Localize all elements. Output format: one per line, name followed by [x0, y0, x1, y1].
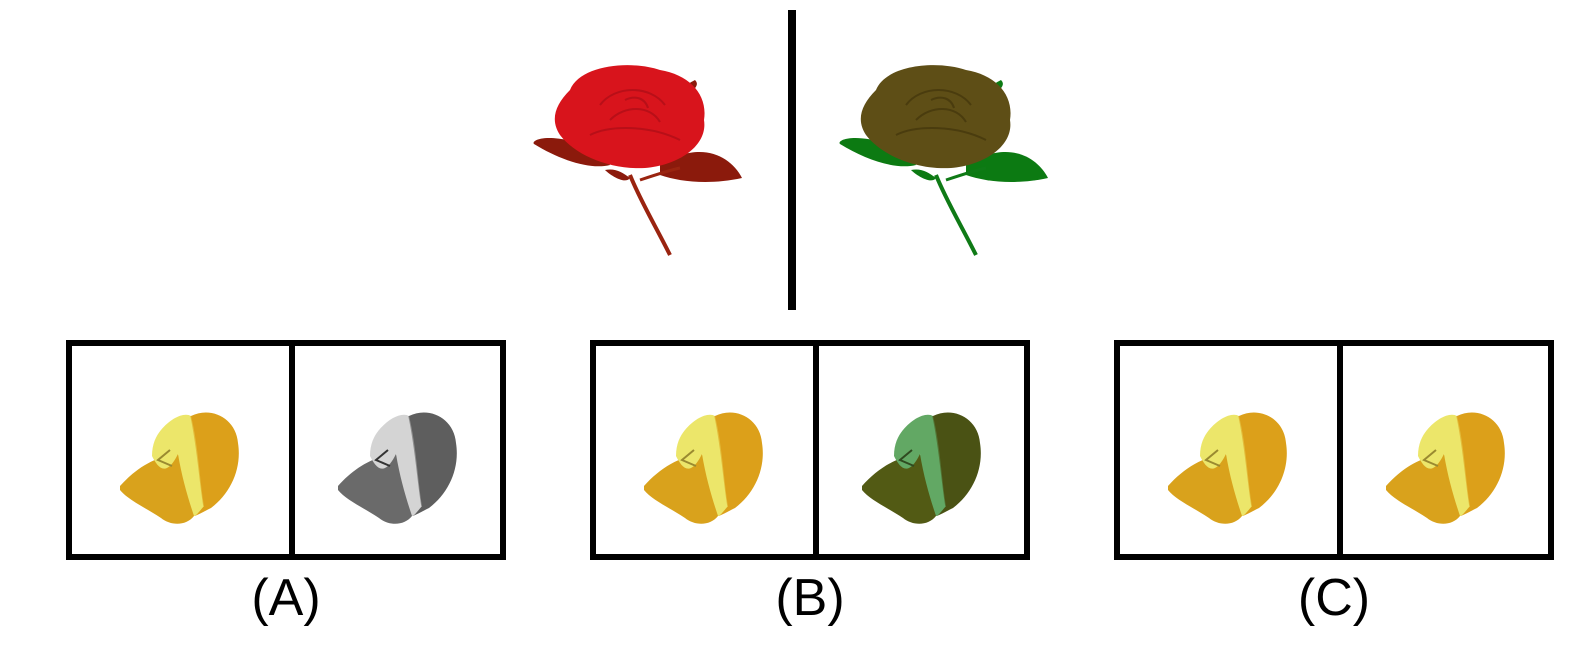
reference-divider [788, 10, 796, 310]
option-a-label: (A) [251, 569, 321, 627]
option-c-divider [1337, 346, 1343, 554]
green-cap-icon [862, 412, 981, 524]
option-c-label: (C) [1297, 569, 1371, 627]
option-a-box[interactable] [66, 340, 506, 560]
yellow-cap-icon [1168, 412, 1287, 524]
option-c-box[interactable] [1114, 340, 1554, 560]
gray-cap-icon [338, 412, 457, 524]
option-b-box[interactable] [590, 340, 1030, 560]
red-rose-icon [533, 65, 742, 256]
option-b-label: (B) [775, 569, 845, 627]
yellow-cap-icon [644, 412, 763, 524]
yellow-cap-icon [120, 412, 239, 524]
option-b-divider [813, 346, 819, 554]
olive-rose-icon [839, 65, 1048, 256]
option-a-divider [289, 346, 295, 554]
yellow-cap-icon [1386, 412, 1505, 524]
